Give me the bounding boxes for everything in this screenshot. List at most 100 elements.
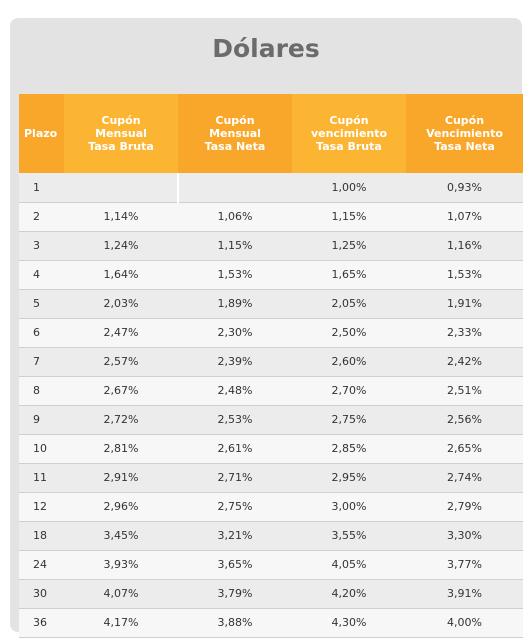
plazo-cell: 30: [19, 579, 64, 609]
plazo-cell: 12: [19, 492, 64, 522]
cupon-vencimiento-neta-cell: 2,74%: [406, 463, 523, 493]
cupon-mensual-bruta-cell: 3,93%: [64, 550, 178, 580]
plazo-cell: 3: [19, 231, 64, 261]
plazo-cell: 36: [19, 608, 64, 638]
header-line: Tasa Neta: [204, 140, 266, 153]
header-line: Cupón: [101, 114, 141, 127]
cupon-vencimiento-bruta-cell: 4,30%: [292, 608, 406, 638]
table-row: 30 4,07% 3,79% 4,20% 3,91%: [19, 579, 523, 609]
table-row: 4 1,64% 1,53% 1,65% 1,53%: [19, 260, 523, 290]
cupon-vencimiento-bruta-cell: 4,05%: [292, 550, 406, 580]
cupon-vencimiento-neta-cell: 1,53%: [406, 260, 523, 290]
cupon-vencimiento-bruta-cell: 1,25%: [292, 231, 406, 261]
table-row: 8 2,67% 2,48% 2,70% 2,51%: [19, 376, 523, 406]
cupon-mensual-neta-cell: 2,53%: [178, 405, 292, 435]
cupon-mensual-neta-cell: 3,79%: [178, 579, 292, 609]
plazo-cell: 18: [19, 521, 64, 551]
cupon-vencimiento-neta-cell: 2,56%: [406, 405, 523, 435]
header-line: Cupón: [215, 114, 255, 127]
table-row: 18 3,45% 3,21% 3,55% 3,30%: [19, 521, 523, 551]
cupon-mensual-neta-cell: 1,06%: [178, 202, 292, 232]
header-line: Mensual: [95, 127, 147, 140]
cupon-mensual-neta-cell: 3,21%: [178, 521, 292, 551]
cupon-mensual-neta-cell: 2,75%: [178, 492, 292, 522]
plazo-cell: 7: [19, 347, 64, 377]
rates-body: 1 1,00% 0,93% 2 1,14% 1,06% 1,15% 1,07% 3 1,24% 1,…: [19, 173, 523, 638]
header-cupon-mensual-neta: Cupón Mensual Tasa Neta: [178, 94, 292, 173]
rates-card: Dólares Plazo Cupón Mensual Tasa Bruta C…: [10, 18, 523, 638]
plazo-cell: 9: [19, 405, 64, 435]
plazo-cell: 24: [19, 550, 64, 580]
cupon-mensual-bruta-cell: 2,96%: [64, 492, 178, 522]
cupon-vencimiento-neta-cell: 3,91%: [406, 579, 523, 609]
cupon-vencimiento-neta-cell: 1,16%: [406, 231, 523, 261]
table-row: 7 2,57% 2,39% 2,60% 2,42%: [19, 347, 523, 377]
cupon-vencimiento-neta-cell: 4,00%: [406, 608, 523, 638]
cupon-mensual-neta-cell: 2,48%: [178, 376, 292, 406]
cupon-vencimiento-bruta-cell: 4,20%: [292, 579, 406, 609]
cupon-mensual-bruta-cell: 3,45%: [64, 521, 178, 551]
cupon-vencimiento-bruta-cell: 3,00%: [292, 492, 406, 522]
cupon-mensual-bruta-cell: [64, 173, 178, 203]
cupon-mensual-neta-cell: 1,15%: [178, 231, 292, 261]
cupon-mensual-neta-cell: 2,61%: [178, 434, 292, 464]
table-row: 3 1,24% 1,15% 1,25% 1,16%: [19, 231, 523, 261]
header-line: Tasa Bruta: [316, 140, 382, 153]
cupon-vencimiento-bruta-cell: 2,60%: [292, 347, 406, 377]
table-row: 36 4,17% 3,88% 4,30% 4,00%: [19, 608, 523, 638]
header-line: Tasa Neta: [434, 140, 495, 153]
cupon-mensual-bruta-cell: 1,14%: [64, 202, 178, 232]
cupon-mensual-bruta-cell: 2,67%: [64, 376, 178, 406]
header-line: Vencimiento: [426, 127, 503, 140]
table-title: Dólares: [212, 34, 320, 63]
plazo-cell: 5: [19, 289, 64, 319]
cupon-mensual-neta-cell: 3,88%: [178, 608, 292, 638]
table-row: 1 1,00% 0,93%: [19, 173, 523, 203]
table-row: 2 1,14% 1,06% 1,15% 1,07%: [19, 202, 523, 232]
cupon-vencimiento-neta-cell: 2,42%: [406, 347, 523, 377]
cupon-mensual-neta-cell: 1,53%: [178, 260, 292, 290]
cupon-mensual-neta-cell: 2,30%: [178, 318, 292, 348]
table-row: 24 3,93% 3,65% 4,05% 3,77%: [19, 550, 523, 580]
cupon-mensual-bruta-cell: 2,81%: [64, 434, 178, 464]
cupon-vencimiento-neta-cell: 1,07%: [406, 202, 523, 232]
table-row: 5 2,03% 1,89% 2,05% 1,91%: [19, 289, 523, 319]
cupon-vencimiento-bruta-cell: 2,75%: [292, 405, 406, 435]
header-line: Cupón: [444, 114, 485, 127]
cupon-mensual-neta-cell: [177, 173, 292, 203]
header-cupon-vencimiento-neta: Cupón Vencimiento Tasa Neta: [406, 94, 523, 173]
header-plazo: Plazo: [19, 94, 64, 173]
cupon-vencimiento-bruta-cell: 2,95%: [292, 463, 406, 493]
cupon-vencimiento-neta-cell: 3,30%: [406, 521, 523, 551]
header-line: vencimiento: [310, 127, 388, 140]
cupon-mensual-bruta-cell: 2,72%: [64, 405, 178, 435]
cupon-mensual-bruta-cell: 2,57%: [64, 347, 178, 377]
cupon-mensual-neta-cell: 2,39%: [178, 347, 292, 377]
plazo-cell: 4: [19, 260, 64, 290]
cupon-mensual-neta-cell: 2,71%: [178, 463, 292, 493]
cupon-vencimiento-neta-cell: 2,79%: [406, 492, 523, 522]
cupon-vencimiento-neta-cell: 1,91%: [406, 289, 523, 319]
plazo-cell: 8: [19, 376, 64, 406]
cupon-mensual-bruta-cell: 2,91%: [64, 463, 178, 493]
cupon-mensual-bruta-cell: 1,64%: [64, 260, 178, 290]
cupon-mensual-bruta-cell: 4,07%: [64, 579, 178, 609]
plazo-cell: 10: [19, 434, 64, 464]
cupon-vencimiento-bruta-cell: 3,55%: [292, 521, 406, 551]
cupon-vencimiento-bruta-cell: 2,50%: [292, 318, 406, 348]
cupon-mensual-bruta-cell: 1,24%: [64, 231, 178, 261]
table-row: 9 2,72% 2,53% 2,75% 2,56%: [19, 405, 523, 435]
table-row: 10 2,81% 2,61% 2,85% 2,65%: [19, 434, 523, 464]
cupon-vencimiento-neta-cell: 2,33%: [406, 318, 523, 348]
rates-table: Plazo Cupón Mensual Tasa Bruta Cupón Men…: [19, 94, 523, 638]
cupon-vencimiento-bruta-cell: 2,85%: [292, 434, 406, 464]
cupon-mensual-bruta-cell: 2,03%: [64, 289, 178, 319]
cupon-vencimiento-neta-cell: 2,65%: [406, 434, 523, 464]
header-line: Cupón: [329, 114, 369, 127]
cupon-vencimiento-bruta-cell: 1,65%: [292, 260, 406, 290]
header-cupon-vencimiento-bruta: Cupón vencimiento Tasa Bruta: [292, 94, 406, 173]
plazo-cell: 6: [19, 318, 64, 348]
table-row: 6 2,47% 2,30% 2,50% 2,33%: [19, 318, 523, 348]
header-row: Plazo Cupón Mensual Tasa Bruta Cupón Men…: [19, 94, 523, 173]
table-row: 11 2,91% 2,71% 2,95% 2,74%: [19, 463, 523, 493]
